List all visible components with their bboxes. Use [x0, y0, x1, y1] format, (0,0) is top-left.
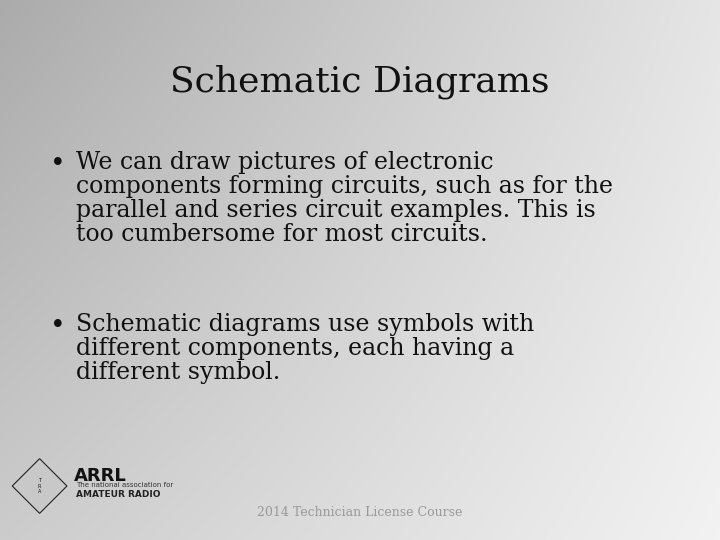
Text: too cumbersome for most circuits.: too cumbersome for most circuits. [76, 223, 487, 246]
Text: The national association for: The national association for [76, 482, 173, 488]
Text: Schematic Diagrams: Schematic Diagrams [170, 65, 550, 99]
Text: different components, each having a: different components, each having a [76, 337, 514, 360]
Polygon shape [12, 458, 67, 514]
Text: 2014 Technician License Course: 2014 Technician License Course [257, 507, 463, 519]
Text: •: • [50, 313, 66, 338]
Text: We can draw pictures of electronic: We can draw pictures of electronic [76, 151, 493, 174]
Text: Schematic diagrams use symbols with: Schematic diagrams use symbols with [76, 313, 534, 336]
Text: T
R
A: T R A [38, 478, 41, 494]
Text: different symbol.: different symbol. [76, 361, 280, 384]
Text: components forming circuits, such as for the: components forming circuits, such as for… [76, 175, 613, 198]
Text: ARRL: ARRL [74, 467, 127, 485]
Text: AMATEUR RADIO: AMATEUR RADIO [76, 490, 160, 498]
Text: •: • [50, 151, 66, 176]
Text: parallel and series circuit examples. This is: parallel and series circuit examples. Th… [76, 199, 595, 222]
